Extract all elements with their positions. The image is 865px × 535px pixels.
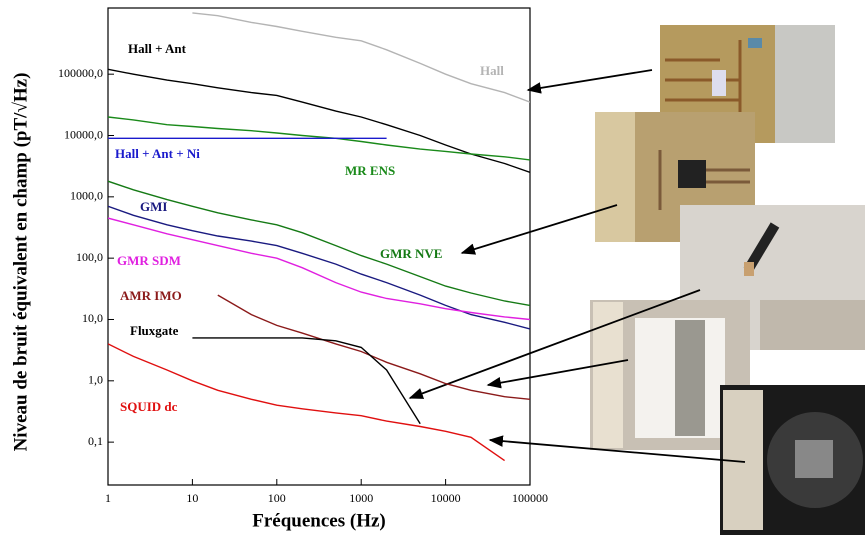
- y-tick-label: 10,0: [82, 311, 103, 325]
- x-tick-label: 1: [105, 491, 111, 505]
- y-tick-label: 100,0: [76, 250, 103, 264]
- x-tick-label: 100000: [512, 491, 548, 505]
- arrow: [486, 359, 629, 389]
- series-line: [108, 180, 530, 307]
- series-label: GMR SDM: [117, 253, 181, 268]
- y-tick-label: 1000,0: [70, 189, 103, 203]
- series-label: Hall: [480, 63, 504, 78]
- arrow: [526, 69, 653, 94]
- series-line: [108, 343, 505, 462]
- y-tick-label: 10000,0: [64, 127, 103, 141]
- series-line: [192, 12, 530, 103]
- series-label: AMR IMO: [120, 288, 182, 303]
- series-label: GMR NVE: [380, 246, 442, 261]
- x-tick-label: 1000: [349, 491, 373, 505]
- y-tick-label: 1,0: [88, 373, 103, 387]
- photo-squid: [720, 385, 865, 535]
- y-tick-label: 0,1: [88, 434, 103, 448]
- y-axis-title: Niveau de bruit équivalent en champ (pT/…: [10, 73, 31, 452]
- series-label: MR ENS: [345, 163, 395, 178]
- series-label: Fluxgate: [130, 323, 179, 338]
- arrows: [408, 69, 746, 463]
- series-line: [192, 337, 421, 425]
- arrow: [488, 435, 746, 463]
- series-label: GMI: [140, 199, 167, 214]
- y-tick-label: 100000,0: [58, 66, 103, 80]
- series-line: [108, 116, 530, 161]
- series-label: Hall + Ant: [128, 41, 187, 56]
- arrow: [460, 204, 618, 255]
- x-axis-title: Fréquences (Hz): [252, 510, 385, 531]
- series-line: [108, 68, 530, 174]
- photos: [590, 25, 865, 535]
- x-tick-label: 10: [186, 491, 198, 505]
- x-tick-label: 10000: [431, 491, 461, 505]
- plot-frame: [107, 7, 531, 486]
- x-tick-label: 100: [268, 491, 286, 505]
- series-line: [217, 294, 530, 400]
- series-line: [108, 217, 530, 321]
- series-label: SQUID dc: [120, 399, 178, 414]
- arrow: [408, 289, 701, 399]
- series-label: Hall + Ant + Ni: [115, 146, 200, 161]
